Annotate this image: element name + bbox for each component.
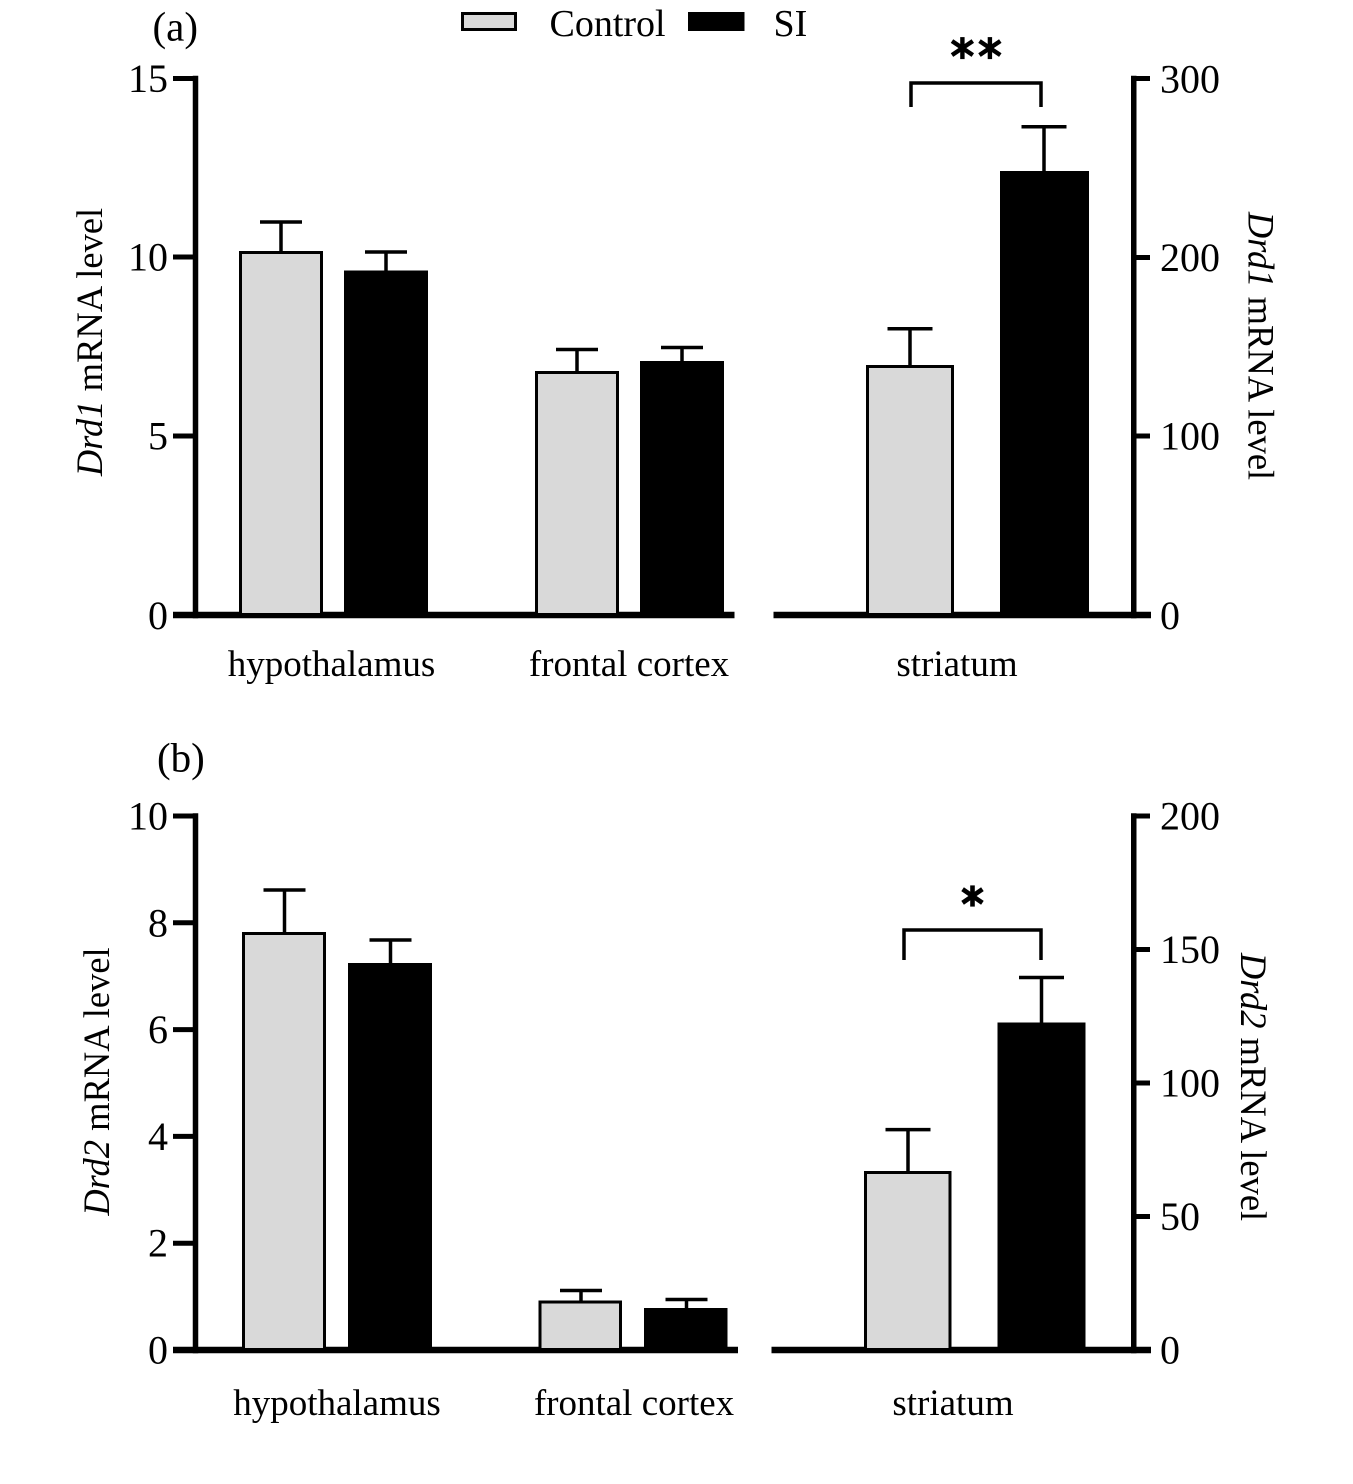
svg-text:0: 0 bbox=[1160, 593, 1180, 638]
svg-text:10: 10 bbox=[128, 794, 168, 839]
svg-text:Drd2 mRNA level: Drd2 mRNA level bbox=[76, 947, 117, 1216]
svg-text:5: 5 bbox=[148, 414, 168, 459]
svg-text:Drd1 mRNA level: Drd1 mRNA level bbox=[1241, 211, 1282, 480]
svg-text:frontal cortex: frontal cortex bbox=[534, 1383, 735, 1424]
svg-text:Control: Control bbox=[550, 3, 666, 45]
svg-text:200: 200 bbox=[1160, 794, 1220, 839]
svg-text:2: 2 bbox=[148, 1221, 168, 1266]
svg-text:200: 200 bbox=[1160, 235, 1220, 280]
svg-text:10: 10 bbox=[128, 235, 168, 280]
svg-text:0: 0 bbox=[1160, 1328, 1180, 1373]
svg-text:0: 0 bbox=[148, 1328, 168, 1373]
svg-text:6: 6 bbox=[148, 1007, 168, 1052]
svg-text:0: 0 bbox=[148, 593, 168, 638]
svg-text:striatum: striatum bbox=[896, 644, 1017, 685]
svg-text:150: 150 bbox=[1160, 927, 1220, 972]
svg-text:100: 100 bbox=[1160, 414, 1220, 459]
svg-text:SI: SI bbox=[774, 3, 808, 45]
svg-text:hypothalamus: hypothalamus bbox=[228, 644, 436, 685]
svg-text:striatum: striatum bbox=[892, 1383, 1013, 1424]
svg-text:frontal cortex: frontal cortex bbox=[529, 644, 730, 685]
svg-text:hypothalamus: hypothalamus bbox=[233, 1383, 441, 1424]
svg-text:Drd1 mRNA level: Drd1 mRNA level bbox=[69, 208, 110, 477]
svg-text:50: 50 bbox=[1160, 1194, 1200, 1239]
svg-text:8: 8 bbox=[148, 900, 168, 945]
svg-text:300: 300 bbox=[1160, 57, 1220, 102]
svg-text:(b): (b) bbox=[157, 735, 205, 781]
svg-text:(a): (a) bbox=[153, 4, 199, 50]
svg-text:Drd2 mRNA level: Drd2 mRNA level bbox=[1233, 952, 1274, 1221]
svg-text:15: 15 bbox=[128, 56, 168, 101]
svg-text:4: 4 bbox=[148, 1114, 168, 1159]
svg-text:100: 100 bbox=[1160, 1061, 1220, 1106]
